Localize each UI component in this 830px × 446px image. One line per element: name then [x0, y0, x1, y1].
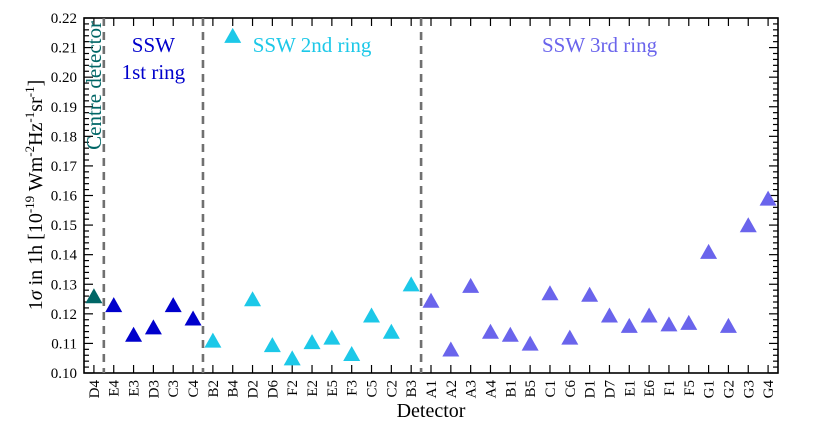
x-tick-label: D2: [246, 380, 262, 398]
x-tick-label: B5: [523, 380, 539, 398]
data-point: [759, 190, 777, 206]
data-point: [85, 288, 103, 304]
x-tick-label: D7: [602, 380, 618, 399]
data-point: [144, 319, 162, 335]
data-point: [660, 316, 678, 332]
region-labels: Centre detector SSW 1st ring SSW 2nd ring SS…: [82, 21, 658, 150]
group-dividers: [102, 18, 423, 373]
data-point: [640, 307, 658, 323]
data-point: [422, 292, 440, 308]
x-tick-label: G3: [741, 380, 757, 398]
data-point: [581, 286, 599, 302]
data-point: [263, 337, 281, 353]
x-tick-label: G4: [761, 380, 777, 399]
x-tick-label: F1: [662, 380, 678, 396]
x-tick-label: D6: [265, 380, 281, 399]
x-tick-label: E4: [107, 380, 123, 397]
y-tick-label: 0.22: [51, 11, 77, 27]
x-tick-label: E3: [127, 380, 143, 397]
x-tick-label: E1: [622, 380, 638, 397]
data-point: [323, 329, 341, 345]
data-point: [680, 314, 698, 330]
x-tick-label: E2: [305, 380, 321, 397]
series-label-third-ring: SSW 3rd ring: [542, 33, 658, 57]
series-label-second-ring: SSW 2nd ring: [253, 33, 372, 57]
x-tick-label: G1: [702, 380, 718, 398]
data-point: [204, 332, 222, 348]
y-tick-label: 0.10: [51, 366, 77, 382]
y-tick-label: 0.18: [51, 129, 77, 145]
x-tick-label: G2: [721, 380, 737, 398]
y-tick-label: 0.11: [51, 336, 77, 352]
y-tick-label: 0.13: [51, 277, 77, 293]
x-tick-label: A2: [444, 380, 460, 398]
data-point: [184, 310, 202, 326]
y-tick-label: 0.15: [51, 218, 77, 234]
data-points: [85, 27, 777, 366]
y-axis-title: 1σ in 1h [10-19 Wm-2Hz-1sr-1]: [22, 80, 47, 311]
series-label-centre: Centre detector: [82, 21, 106, 150]
x-tick-label: B3: [404, 380, 420, 398]
x-tick-label: C2: [384, 380, 400, 398]
x-tick-label: D1: [583, 380, 599, 398]
x-tick-label: B2: [206, 380, 222, 398]
x-tick-label: C5: [365, 380, 381, 398]
y-tick-label: 0.21: [51, 41, 77, 57]
data-point: [501, 326, 519, 342]
data-point: [442, 341, 460, 357]
x-tick-label: B4: [226, 380, 242, 398]
x-tick-label: A3: [464, 380, 480, 398]
x-tick-label: C1: [543, 380, 559, 398]
y-tick-label: 0.20: [51, 70, 77, 86]
y-tick-label: 0.19: [51, 100, 77, 116]
data-point: [164, 297, 182, 313]
x-tick-label: A1: [424, 380, 440, 398]
data-point: [561, 329, 579, 345]
data-point: [105, 297, 123, 313]
x-tick-label: C4: [186, 380, 202, 398]
data-point: [303, 334, 321, 350]
x-tick-label: D3: [146, 380, 162, 398]
x-tick-label: E5: [325, 380, 341, 397]
x-tick-label: D4: [87, 380, 103, 399]
data-point: [244, 291, 262, 307]
y-tick-label: 0.16: [51, 189, 78, 205]
data-point: [739, 217, 757, 233]
data-point: [719, 317, 737, 333]
data-point: [382, 323, 400, 339]
data-point: [521, 335, 539, 351]
x-tick-label: F3: [345, 380, 361, 396]
x-tick-label: F5: [682, 380, 698, 396]
data-point: [481, 323, 499, 339]
x-tick-label: C6: [563, 380, 579, 398]
x-tick-label: B1: [503, 380, 519, 398]
y-tick-label: 0.14: [51, 248, 78, 264]
y-axis: 0.10 0.11 0.12 0.13 0.14 0.15 0.16 0.17 0.18 0.19…: [51, 11, 778, 382]
x-axis: D4 E4 E3 D3 C3 C4 B2 B4 D2 D6 F2 E2 E5 F3 C5 C2 B3 A1 A2 A3…: [87, 18, 777, 398]
x-tick-label: E6: [642, 380, 658, 397]
x-tick-label: A4: [483, 380, 499, 399]
x-axis-title: Detector: [397, 400, 466, 422]
series-label-first-ring: SSW 1st ring: [122, 33, 186, 84]
y-tick-label: 0.12: [51, 307, 77, 323]
data-point: [620, 317, 638, 333]
y-tick-label: 0.17: [51, 159, 78, 175]
data-point: [600, 307, 618, 323]
data-point: [343, 345, 361, 361]
data-point: [283, 350, 301, 366]
data-point: [462, 277, 480, 293]
data-point: [541, 285, 559, 301]
data-point: [224, 27, 242, 43]
x-tick-label: F2: [285, 380, 301, 396]
x-tick-label: C3: [166, 380, 182, 398]
data-point: [700, 243, 718, 259]
data-point: [363, 307, 381, 323]
data-point: [125, 326, 143, 342]
data-point: [402, 276, 420, 292]
